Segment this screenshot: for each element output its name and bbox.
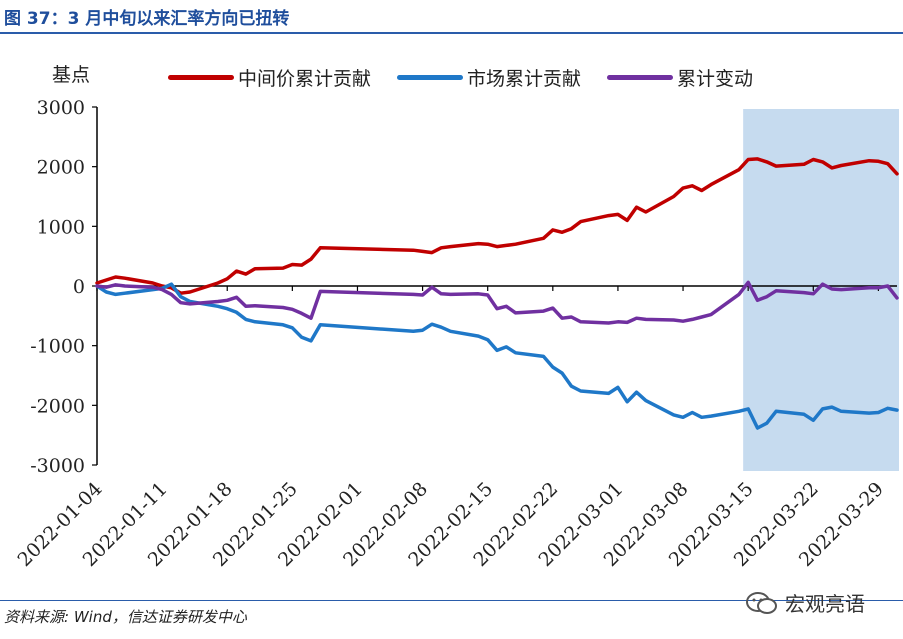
figure-title: 图 37：3 月中旬以来汇率方向已扭转 [4,9,290,29]
y-tick-labels: 3000 2000 1000 0 -1000 -2000 -3000 [30,97,85,477]
series-line-2 [95,280,899,325]
legend-swatch-total [607,75,674,80]
y-tick-label-2: 1000 [37,216,85,238]
title-rule [0,32,903,34]
series-lines [95,157,899,430]
y-tick-label-4: -1000 [30,336,85,358]
source-note: 资料来源: Wind，信达证券研发中心 [4,608,247,626]
series-line-0 [95,157,899,295]
y-tick-label-6: -3000 [30,455,85,477]
y-tick-label-0: 3000 [37,97,85,119]
legend-item-market: 市场累计贡献 [397,64,581,91]
legend-item-total: 累计变动 [607,64,753,91]
watermark: 宏观亮语 [745,588,865,617]
source-rule [0,600,903,601]
legend-swatch-market [397,75,464,80]
legend-label-market: 市场累计贡献 [467,68,582,90]
watermark-text: 宏观亮语 [785,592,865,616]
legend-label-total: 累计变动 [677,68,754,90]
legend-item-midrate: 中间价累计贡献 [168,64,371,91]
wechat-icon [746,591,777,614]
y-tick-label-1: 2000 [37,157,85,179]
series-line-1 [95,282,899,430]
y-axis-label: 基点 [52,64,91,86]
line-chart: 3000 2000 1000 0 -1000 -2000 -3000 2022-01-042… [14,97,899,571]
chart-legend: 中间价累计贡献 市场累计贡献 累计变动 [168,64,779,91]
legend-swatch-midrate [168,75,234,80]
x-tick-labels: 2022-01-042022-01-112022-01-182022-01-25… [14,478,888,571]
y-tick-label-5: -2000 [30,395,85,417]
y-tick-label-3: 0 [73,276,85,298]
legend-label-midrate: 中间价累计贡献 [238,68,372,90]
